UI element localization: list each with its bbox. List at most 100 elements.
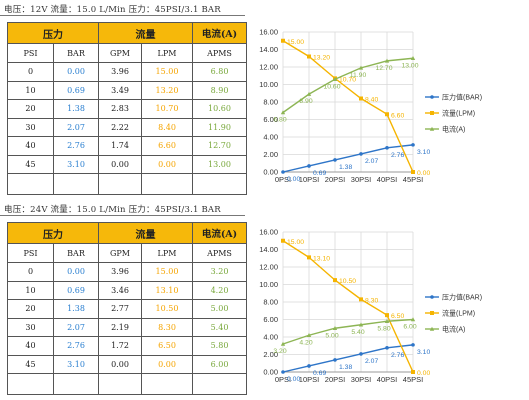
cell-bar: 0.00: [53, 62, 99, 82]
y-tick-label: 10.00: [259, 280, 278, 289]
cell-bar: 0.69: [53, 280, 99, 300]
cell-empty: [98, 173, 142, 195]
cell-empty: [53, 173, 99, 195]
data-label: 12.70: [375, 65, 392, 72]
cell-gpm: 3.49: [98, 80, 142, 100]
cell-apms: 13.00: [192, 154, 247, 174]
table-row: 10 0.69 3.49 13.20 8.90: [7, 80, 247, 100]
cell-gpm: 3.96: [98, 262, 142, 282]
data-label: 10.70: [339, 76, 356, 83]
data-point: [332, 326, 338, 331]
cell-apms: 5.00: [192, 299, 247, 319]
data-label: 0.00: [287, 376, 300, 382]
cell-psi: 0: [7, 62, 54, 82]
table-row: 45 3.10 0.00 0.00 6.00: [7, 354, 247, 374]
cell-gpm: 0.00: [98, 354, 142, 374]
line-chart: 0.00 2.00 4.00 6.00 8.00 10.00 12.00 14.00 16.00…: [259, 28, 482, 183]
data-point: [385, 313, 389, 318]
table-row: 30 2.07 2.22 8.40 11.90: [7, 117, 247, 137]
data-point: [385, 112, 389, 117]
cell-gpm: 1.74: [98, 136, 142, 156]
cell-apms: 4.20: [192, 280, 247, 300]
data-point: [307, 364, 311, 368]
subheader-lpm: LPM: [141, 43, 193, 63]
cell-psi: 0: [7, 262, 54, 282]
y-tick-label: 6.00: [263, 115, 278, 124]
cell-lpm: 15.00: [141, 262, 193, 282]
cell-apms: 10.60: [192, 99, 247, 119]
cell-lpm: 15.00: [141, 62, 193, 82]
cell-empty: [141, 373, 193, 395]
cell-bar: 1.38: [53, 299, 99, 319]
data-point: [384, 319, 390, 324]
x-tick-label: 30PSI: [351, 175, 371, 182]
series-line: [282, 344, 414, 373]
data-point: [359, 152, 363, 156]
data-point: [306, 91, 312, 96]
header-current: 电流(A): [192, 222, 247, 244]
cell-psi: 10: [7, 80, 54, 100]
cell-bar: 0.69: [53, 80, 99, 100]
table-row: 45 3.10 0.00 0.00 13.00: [7, 154, 247, 174]
header-pressure: 压力: [7, 22, 99, 44]
cell-bar: 1.38: [53, 99, 99, 119]
cell-gpm: 1.72: [98, 336, 142, 356]
data-label: 0.00: [417, 170, 430, 177]
data-point: [358, 322, 364, 327]
data-label: 8.90: [299, 98, 312, 105]
cell-empty: [7, 173, 54, 195]
data-point: [411, 143, 415, 147]
data-point: [307, 255, 311, 260]
cell-bar: 3.10: [53, 354, 99, 374]
table-row: 20 1.38 2.83 10.70 10.60: [7, 99, 247, 119]
table-row: 20 1.38 2.77 10.50 5.00: [7, 299, 247, 319]
cell-gpm: 2.83: [98, 99, 142, 119]
legend-marker: [430, 95, 434, 99]
data-point: [333, 158, 337, 162]
cell-psi: 40: [7, 136, 54, 156]
y-tick-label: 2.00: [263, 350, 278, 359]
cell-bar: 2.76: [53, 136, 99, 156]
cell-gpm: 3.96: [98, 62, 142, 82]
cell-lpm: 10.50: [141, 299, 193, 319]
cell-apms: 6.00: [192, 354, 247, 374]
data-label: 4.20: [299, 339, 312, 346]
cell-lpm: 8.30: [141, 317, 193, 337]
data-point: [280, 341, 286, 346]
cell-bar: 3.10: [53, 154, 99, 174]
cell-psi: 40: [7, 336, 54, 356]
data-label: 1.38: [339, 364, 352, 371]
subheader-apms: APMS: [192, 43, 247, 63]
cell-apms: 11.90: [192, 117, 247, 137]
data-point: [307, 54, 311, 59]
caption-divider: [0, 215, 245, 216]
cell-bar: 2.76: [53, 336, 99, 356]
data-label: 6.60: [391, 112, 404, 119]
data-label: 10.50: [339, 278, 356, 285]
y-tick-label: 10.00: [259, 80, 278, 89]
legend-label: 流量(LPM): [442, 109, 475, 118]
data-point: [410, 317, 416, 322]
y-tick-label: 0.00: [263, 168, 278, 177]
x-tick-label: 20PSI: [325, 375, 345, 382]
y-tick-label: 2.00: [263, 150, 278, 159]
cell-gpm: 2.19: [98, 317, 142, 337]
data-label: 13.00: [401, 62, 418, 69]
cell-bar: 0.00: [53, 262, 99, 282]
subheader-apms: APMS: [192, 243, 247, 263]
data-label: 3.10: [417, 149, 430, 156]
cell-apms: 5.40: [192, 317, 247, 337]
y-tick-label: 12.00: [259, 63, 278, 72]
legend-label: 电流(A): [442, 125, 465, 134]
cell-lpm: 13.20: [141, 80, 193, 100]
series-line: [282, 57, 414, 114]
cell-psi: 30: [7, 317, 54, 337]
data-label: 0.69: [313, 170, 326, 177]
data-label: 1.38: [339, 164, 352, 171]
table-row: 0 0.00 3.96 15.00 6.80: [7, 62, 247, 82]
cell-empty: [7, 373, 54, 395]
data-point: [281, 370, 285, 374]
y-tick-label: 12.00: [259, 263, 278, 272]
data-label: 5.00: [325, 332, 338, 339]
data-point: [333, 278, 337, 283]
